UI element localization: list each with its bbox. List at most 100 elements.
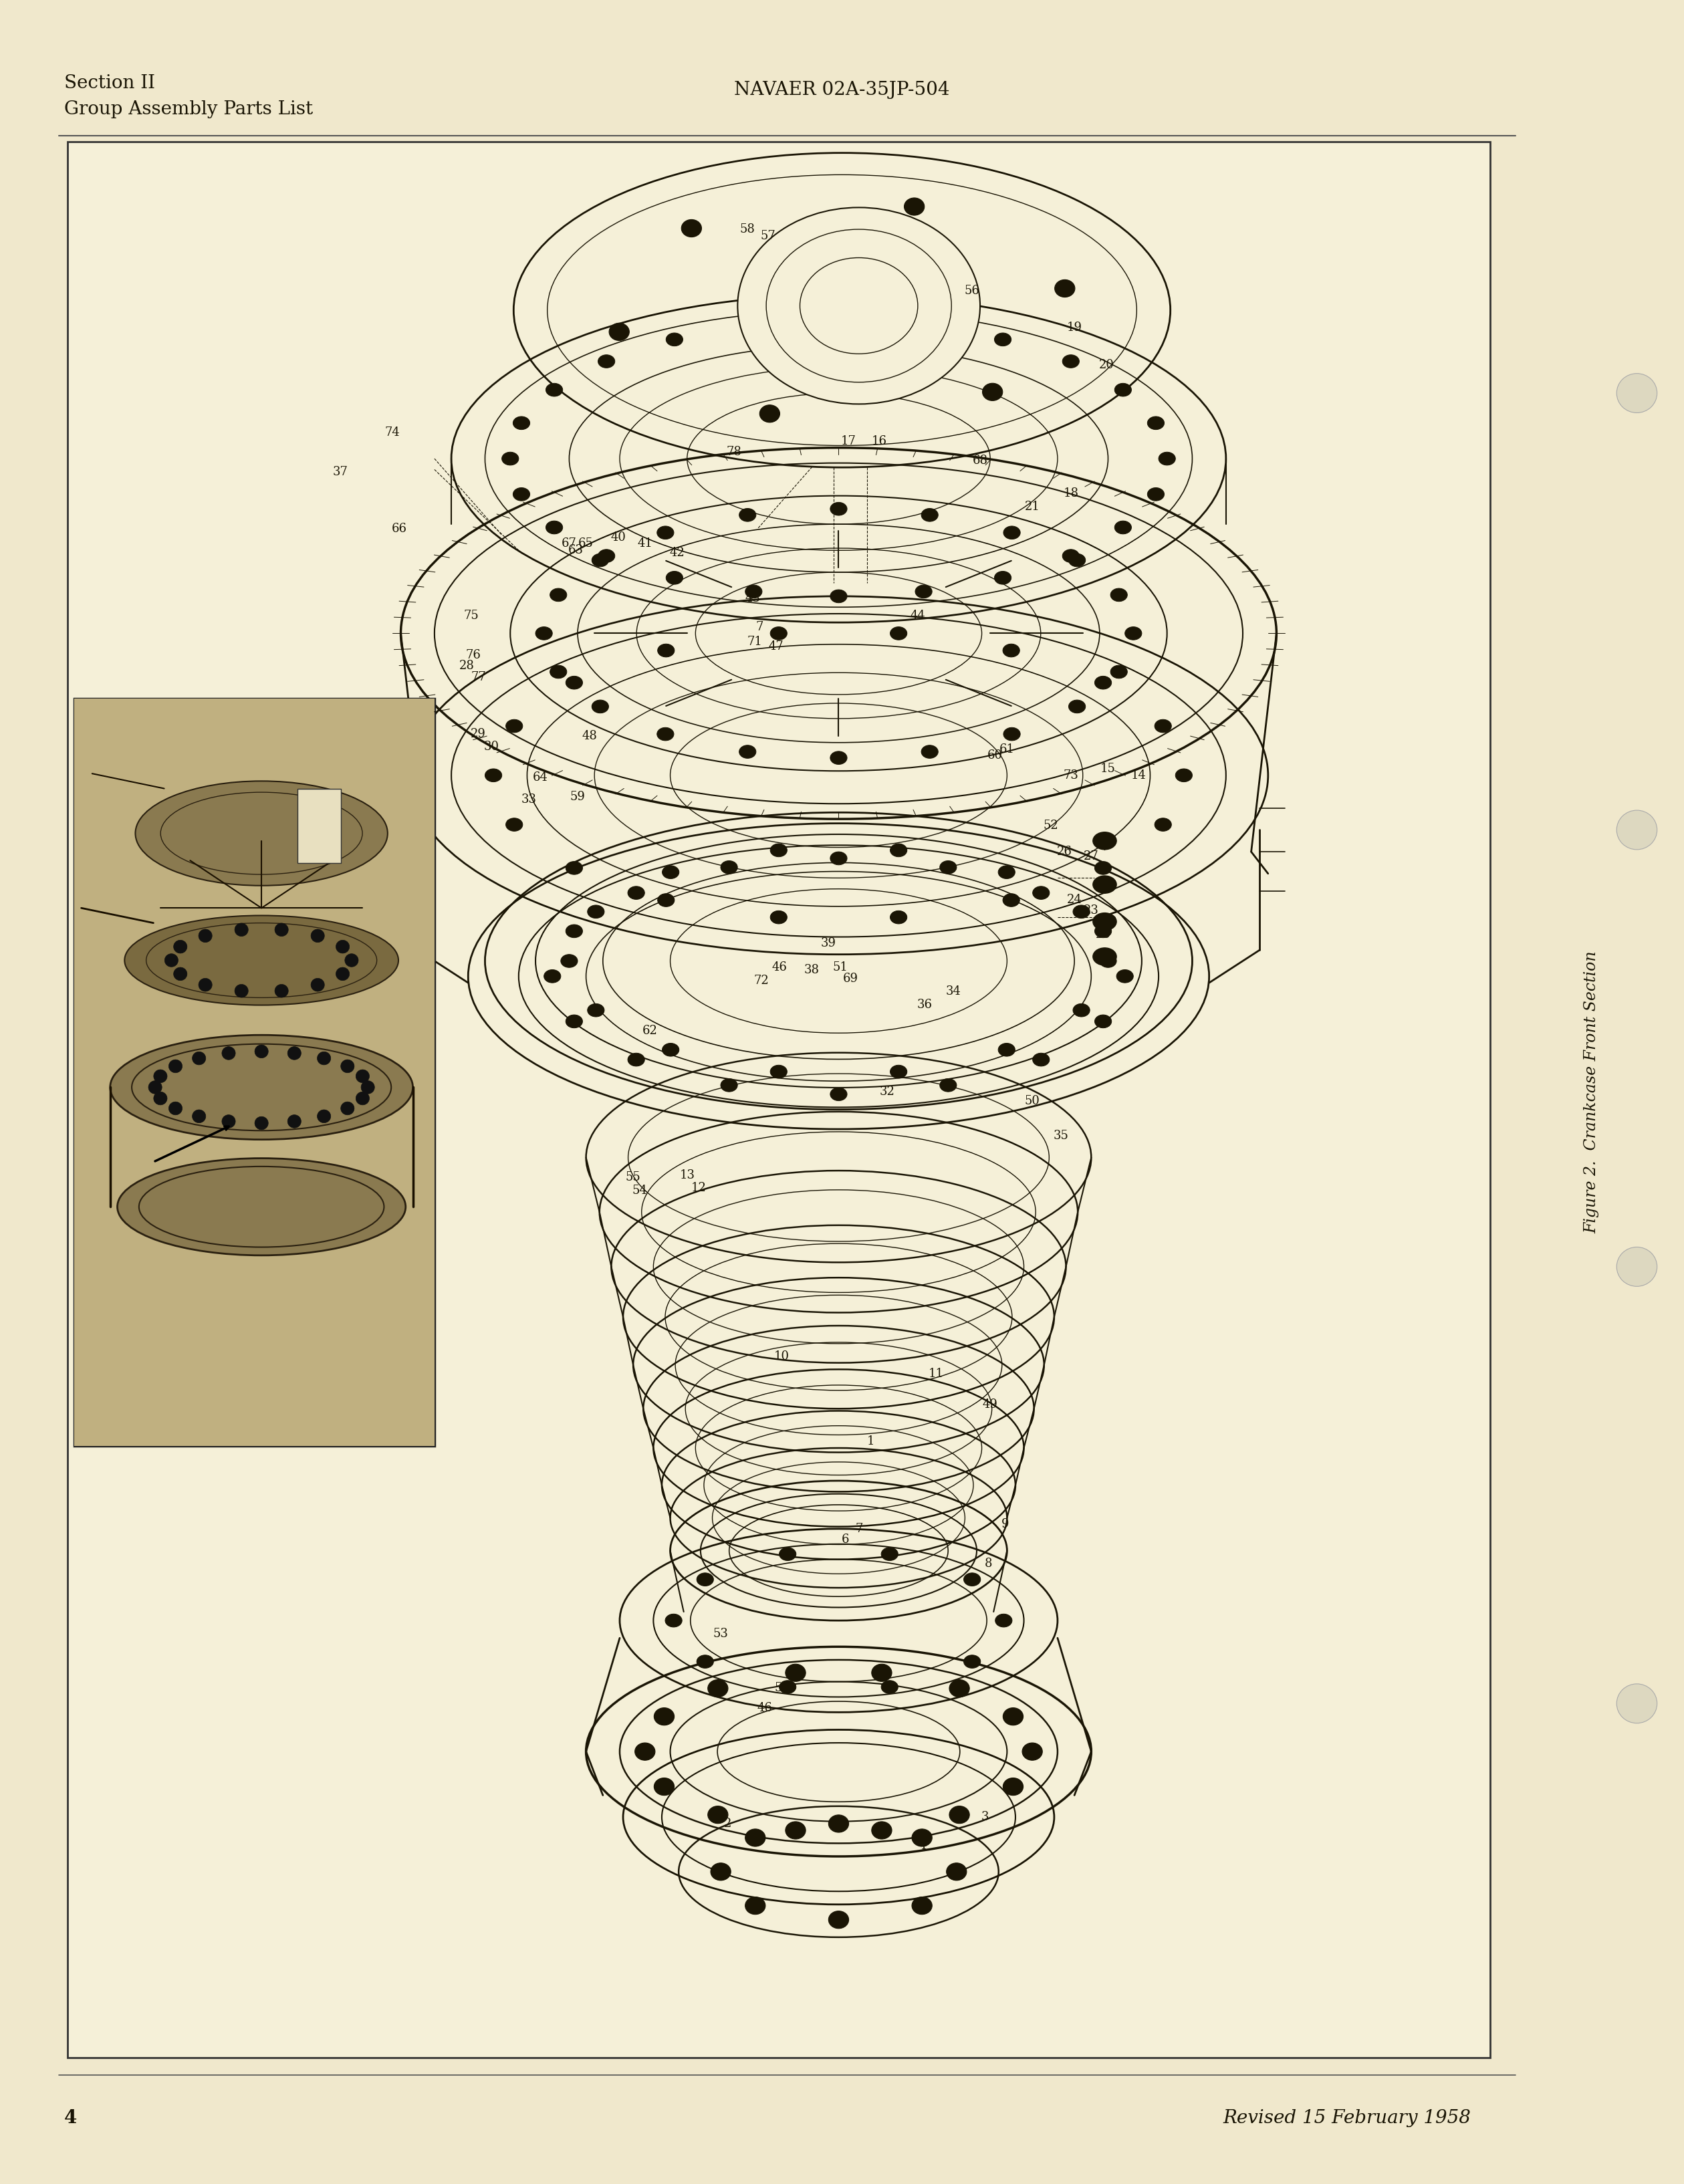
Text: 66: 66 — [391, 522, 408, 535]
Ellipse shape — [1175, 769, 1192, 782]
Ellipse shape — [234, 985, 248, 998]
Ellipse shape — [588, 1005, 605, 1018]
Ellipse shape — [1147, 487, 1164, 500]
Ellipse shape — [566, 860, 583, 874]
Text: 9: 9 — [1002, 1518, 1009, 1531]
Ellipse shape — [746, 1898, 766, 1915]
Text: 37: 37 — [332, 465, 349, 478]
Ellipse shape — [881, 1548, 898, 1562]
Text: 29: 29 — [470, 727, 487, 740]
Text: 40: 40 — [610, 531, 626, 544]
Ellipse shape — [274, 924, 288, 937]
Ellipse shape — [566, 1016, 583, 1029]
Text: 61: 61 — [999, 743, 1015, 756]
Ellipse shape — [505, 719, 522, 732]
Ellipse shape — [153, 1070, 167, 1083]
Ellipse shape — [662, 1044, 679, 1057]
Text: 47: 47 — [768, 640, 785, 653]
Ellipse shape — [746, 319, 763, 332]
Ellipse shape — [914, 319, 931, 332]
Ellipse shape — [1093, 876, 1116, 893]
Ellipse shape — [1093, 913, 1116, 930]
Ellipse shape — [657, 893, 674, 906]
Text: 52: 52 — [1042, 819, 1059, 832]
Ellipse shape — [173, 968, 187, 981]
Ellipse shape — [192, 1053, 205, 1066]
Text: Group Assembly Parts List: Group Assembly Parts List — [64, 100, 313, 118]
Ellipse shape — [872, 1821, 893, 1839]
Text: 45: 45 — [951, 1682, 968, 1695]
Ellipse shape — [591, 701, 608, 714]
Text: 30: 30 — [483, 740, 500, 753]
Text: 5: 5 — [775, 1682, 781, 1695]
Bar — [298, 788, 340, 863]
Ellipse shape — [1110, 666, 1127, 679]
Ellipse shape — [360, 1081, 374, 1094]
Ellipse shape — [610, 323, 630, 341]
Text: 11: 11 — [928, 1367, 945, 1380]
Text: 74: 74 — [384, 426, 401, 439]
Ellipse shape — [566, 677, 583, 690]
Ellipse shape — [544, 970, 561, 983]
Ellipse shape — [994, 332, 1010, 345]
Ellipse shape — [746, 1828, 766, 1845]
Ellipse shape — [665, 572, 682, 585]
Text: 6: 6 — [842, 1533, 849, 1546]
Ellipse shape — [598, 550, 615, 563]
Bar — [74, 699, 434, 1446]
Ellipse shape — [914, 585, 931, 598]
Ellipse shape — [707, 1806, 727, 1824]
Ellipse shape — [1115, 384, 1132, 395]
Text: 46: 46 — [771, 961, 788, 974]
Ellipse shape — [199, 928, 212, 941]
Ellipse shape — [911, 1828, 931, 1845]
Ellipse shape — [628, 1053, 645, 1066]
Text: 25: 25 — [1095, 928, 1111, 941]
Ellipse shape — [1073, 904, 1090, 917]
Ellipse shape — [830, 852, 847, 865]
Ellipse shape — [1063, 550, 1079, 563]
Ellipse shape — [891, 1066, 908, 1079]
Ellipse shape — [254, 1044, 268, 1057]
Ellipse shape — [1617, 1684, 1657, 1723]
Ellipse shape — [199, 978, 212, 992]
Ellipse shape — [1002, 644, 1019, 657]
Text: 46: 46 — [756, 1701, 773, 1714]
Ellipse shape — [355, 1092, 369, 1105]
Ellipse shape — [950, 1806, 970, 1824]
Ellipse shape — [1069, 553, 1086, 566]
Ellipse shape — [1022, 1743, 1042, 1760]
Text: 72: 72 — [753, 974, 770, 987]
Ellipse shape — [1115, 522, 1132, 535]
Ellipse shape — [345, 954, 359, 968]
Ellipse shape — [665, 1614, 682, 1627]
Ellipse shape — [551, 666, 568, 679]
Ellipse shape — [312, 978, 325, 992]
Ellipse shape — [1116, 970, 1133, 983]
Text: 54: 54 — [632, 1184, 648, 1197]
Ellipse shape — [1100, 954, 1116, 968]
Text: 77: 77 — [470, 670, 487, 684]
Text: 13: 13 — [679, 1168, 695, 1182]
Ellipse shape — [551, 587, 568, 601]
Ellipse shape — [335, 968, 349, 981]
Text: 12: 12 — [690, 1182, 707, 1195]
Ellipse shape — [829, 1911, 849, 1928]
Ellipse shape — [770, 627, 786, 640]
Ellipse shape — [995, 1614, 1012, 1627]
Ellipse shape — [830, 1088, 847, 1101]
Ellipse shape — [1004, 1708, 1024, 1725]
Text: 71: 71 — [746, 636, 763, 649]
Text: 7: 7 — [855, 1522, 862, 1535]
Ellipse shape — [829, 1815, 849, 1832]
Ellipse shape — [891, 627, 908, 640]
Text: 10: 10 — [773, 1350, 790, 1363]
Ellipse shape — [546, 384, 562, 395]
Ellipse shape — [881, 1679, 898, 1693]
Ellipse shape — [536, 627, 552, 640]
Text: 42: 42 — [669, 546, 685, 559]
Ellipse shape — [274, 985, 288, 998]
Text: 60: 60 — [987, 749, 1004, 762]
Ellipse shape — [591, 553, 608, 566]
Ellipse shape — [770, 911, 786, 924]
